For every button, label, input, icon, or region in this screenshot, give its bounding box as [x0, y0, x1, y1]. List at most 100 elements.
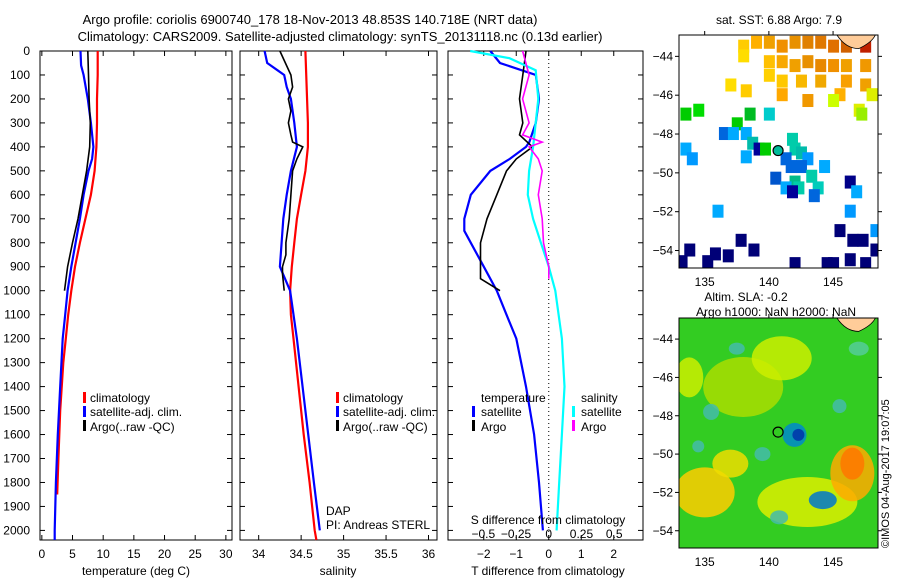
legend-argo: Argo(..raw -QC) — [343, 420, 428, 434]
legend-swatch-argo — [83, 420, 86, 431]
legend-swatch-climatology — [83, 392, 86, 403]
sst-cell — [847, 233, 859, 247]
sst-cell — [738, 49, 750, 63]
legend-satellite: satellite-adj. clim. — [90, 405, 182, 419]
sst-cell — [812, 181, 824, 195]
sst-cell — [815, 59, 827, 73]
sst-map: 135 140 145 −44 −46 −48 −50 −52 −54 — [653, 31, 882, 289]
y-tick-label: 700 — [10, 212, 30, 226]
sst-cell — [795, 160, 807, 174]
sst-cell — [684, 243, 696, 257]
x-tick-label: 10 — [97, 547, 111, 561]
sla-blob — [712, 449, 749, 478]
legend-title-temperature: temperature — [481, 391, 546, 405]
x-tick-label: 36 — [422, 547, 436, 561]
y-tick-label: −46 — [653, 370, 674, 384]
temperature-panel: 0 5 10 15 20 25 300100200300400500600700800900… — [3, 44, 233, 561]
s-tick-label: 0 — [545, 527, 552, 541]
sst-cell — [722, 249, 734, 263]
sst-cell — [780, 181, 792, 195]
temperature-legend: climatology satellite-adj. clim. Argo(..… — [83, 391, 182, 434]
sst-cell — [725, 78, 737, 92]
temperature-xlabel: temperature (deg C) — [82, 564, 190, 578]
sdiff-xlabel: S difference from climatology — [471, 513, 626, 527]
difference-legend: temperature satellite Argo salinity sate… — [472, 391, 622, 434]
y-tick-label: 100 — [10, 68, 30, 82]
series-climatology — [288, 50, 318, 541]
sst-cell — [870, 224, 878, 238]
s-tick-label: 0.25 — [570, 527, 594, 541]
legend-s-argo: Argo — [581, 420, 607, 434]
series-t-argo — [479, 50, 534, 292]
series-argo-raw-qc- — [279, 50, 304, 291]
sst-cell — [789, 257, 801, 268]
sst-cell — [802, 152, 814, 166]
legend-s-satellite: satellite — [581, 405, 622, 419]
sst-cell — [802, 55, 814, 69]
sst-cell — [748, 243, 760, 257]
y-tick-label: 1300 — [3, 356, 30, 370]
legend-swatch-t-argo — [472, 420, 475, 431]
x-tick-label: 2 — [610, 547, 617, 561]
y-tick-label: 400 — [10, 140, 30, 154]
legend-swatch-s-satellite — [572, 406, 575, 417]
y-tick-label: −44 — [653, 332, 674, 346]
sst-cell — [806, 169, 818, 183]
sst-cell — [753, 142, 765, 156]
timestamp: ©IMOS 04-Aug-2017 19:07:05 — [880, 399, 892, 548]
sst-cell — [860, 59, 872, 73]
sst-cell — [740, 127, 752, 141]
y-tick-label: 1800 — [3, 475, 30, 489]
sst-cell — [856, 107, 868, 121]
sst-cell — [860, 257, 872, 268]
sla-title-line-1: Altim. SLA: -0.2 — [704, 290, 788, 304]
legend-t-argo: Argo — [481, 420, 507, 434]
sst-cell — [740, 84, 752, 98]
x-tick-label: 20 — [158, 547, 172, 561]
sla-blob — [751, 336, 812, 381]
sla-blob — [692, 440, 705, 453]
series-climatology — [56, 51, 99, 495]
map-field — [679, 318, 878, 548]
sst-cell — [785, 160, 797, 174]
plot-frame — [39, 50, 233, 541]
sst-cell — [744, 107, 756, 121]
sla-blob — [770, 510, 789, 525]
y-tick-label: 0 — [23, 44, 30, 58]
x-tick-label: 140 — [759, 555, 779, 569]
plot-frame — [239, 50, 438, 541]
sst-cell — [870, 243, 878, 257]
sst-cell — [795, 74, 807, 88]
sst-cell — [712, 204, 724, 218]
x-tick-label: 34.5 — [289, 547, 313, 561]
sst-cell — [679, 255, 688, 268]
sst-cell — [686, 152, 698, 166]
sst-cell — [819, 160, 831, 174]
y-tick-label: −48 — [653, 409, 674, 423]
sst-cell — [828, 59, 840, 73]
sst-cell — [718, 127, 730, 141]
sst-cell — [840, 74, 852, 88]
sst-cell — [786, 185, 798, 199]
legend-swatch-climatology — [336, 392, 339, 403]
sst-cell — [808, 189, 820, 203]
sst-cell — [857, 233, 869, 247]
x-tick-label: 0 — [38, 547, 45, 561]
map-frame — [678, 34, 879, 269]
legend-argo: Argo(..raw -QC) — [90, 420, 175, 434]
sst-cell — [860, 78, 872, 92]
map-frame — [678, 317, 879, 549]
x-tick-label: 135 — [695, 275, 715, 289]
sst-cell — [844, 175, 856, 189]
sst-cell — [738, 39, 750, 53]
y-tick-label: 600 — [10, 188, 30, 202]
series-t-satellite — [463, 50, 544, 531]
sst-cell — [844, 204, 856, 218]
sst-cell — [780, 152, 792, 166]
sst-cell — [834, 224, 846, 238]
sst-map-title: sat. SST: 6.88 Argo: 7.9 — [716, 13, 842, 27]
sst-cell — [702, 255, 714, 268]
s-tick-label: −0.5 — [471, 527, 495, 541]
y-tick-label: 2000 — [3, 523, 30, 537]
x-tick-label: 25 — [189, 547, 203, 561]
